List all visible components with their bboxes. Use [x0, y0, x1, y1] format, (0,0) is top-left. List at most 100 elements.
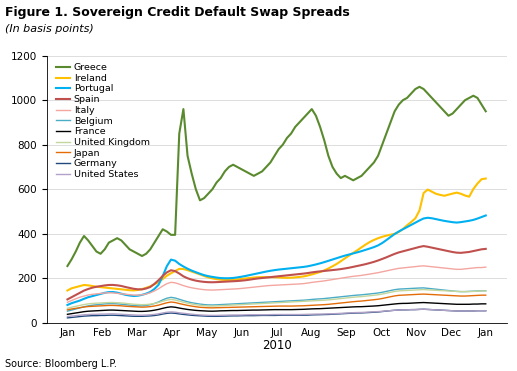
Italy [483, 265, 489, 269]
Japan [391, 294, 398, 298]
United Kingdom [143, 302, 149, 307]
Portugal [64, 303, 70, 307]
Belgium [143, 303, 149, 308]
Belgium [358, 293, 364, 297]
Germany [143, 314, 149, 318]
Text: (In basis points): (In basis points) [5, 24, 94, 34]
Germany [391, 308, 398, 312]
Japan [429, 292, 435, 297]
United States [64, 314, 70, 319]
Germany [483, 309, 489, 313]
X-axis label: 2010: 2010 [262, 339, 292, 352]
Greece [429, 96, 435, 100]
Germany [429, 308, 435, 312]
Line: Belgium: Belgium [67, 288, 486, 311]
United Kingdom [391, 289, 398, 294]
Spain [429, 246, 435, 250]
France [429, 301, 435, 305]
Portugal [156, 283, 162, 287]
Belgium [255, 301, 261, 305]
Spain [143, 286, 149, 291]
Italy [429, 265, 435, 269]
Spain [156, 278, 162, 282]
Ireland [64, 288, 70, 293]
Legend: Greece, Ireland, Portugal, Spain, Italy, Belgium, France, United Kingdom, Japan,: Greece, Ireland, Portugal, Spain, Italy,… [56, 63, 150, 179]
Line: Italy: Italy [67, 266, 486, 302]
United States [483, 309, 489, 313]
United States [255, 312, 261, 317]
Belgium [64, 309, 70, 313]
Italy [64, 300, 70, 305]
Greece [483, 109, 489, 114]
Portugal [483, 213, 489, 218]
Text: Source: Bloomberg L.P.: Source: Bloomberg L.P. [5, 359, 117, 369]
United Kingdom [64, 306, 70, 311]
Italy [156, 286, 162, 291]
Italy [143, 292, 149, 296]
Portugal [424, 216, 431, 220]
Greece [358, 174, 364, 178]
Portugal [255, 271, 261, 276]
United States [358, 310, 364, 315]
Line: Greece: Greece [67, 87, 486, 266]
Japan [143, 305, 149, 309]
Japan [64, 308, 70, 312]
Ireland [255, 275, 261, 279]
Line: United Kingdom: United Kingdom [67, 290, 486, 308]
Line: Ireland: Ireland [67, 178, 486, 290]
Italy [391, 267, 398, 271]
Portugal [358, 249, 364, 253]
Italy [420, 264, 427, 268]
Germany [358, 311, 364, 315]
Japan [358, 299, 364, 303]
Germany [64, 316, 70, 320]
Portugal [143, 291, 149, 296]
Germany [420, 307, 427, 311]
Greece [391, 109, 398, 114]
Ireland [143, 286, 149, 290]
Portugal [391, 232, 398, 236]
France [255, 308, 261, 312]
United Kingdom [429, 288, 435, 292]
France [420, 300, 427, 305]
Belgium [429, 286, 435, 291]
United States [429, 308, 435, 312]
Spain [483, 247, 489, 251]
United States [143, 313, 149, 317]
Belgium [483, 289, 489, 293]
Greece [64, 264, 70, 268]
Japan [420, 292, 427, 296]
United Kingdom [483, 289, 489, 293]
Greece [143, 252, 149, 256]
Spain [420, 244, 427, 248]
Spain [391, 252, 398, 256]
Japan [255, 304, 261, 309]
Italy [255, 285, 261, 289]
United Kingdom [358, 294, 364, 299]
Text: Figure 1. Sovereign Credit Default Swap Spreads: Figure 1. Sovereign Credit Default Swap … [5, 6, 350, 19]
Belgium [420, 286, 427, 290]
Ireland [483, 176, 489, 181]
Italy [358, 273, 364, 278]
Greece [416, 85, 422, 89]
Line: Spain: Spain [67, 246, 486, 299]
Spain [358, 263, 364, 267]
France [358, 305, 364, 309]
United States [156, 312, 162, 316]
Line: Portugal: Portugal [67, 216, 486, 305]
Line: United States: United States [67, 309, 486, 316]
United States [420, 307, 427, 311]
Ireland [358, 245, 364, 250]
Belgium [156, 300, 162, 304]
France [391, 302, 398, 306]
Greece [156, 234, 162, 238]
United States [391, 308, 398, 312]
France [483, 302, 489, 306]
France [156, 307, 162, 312]
France [143, 309, 149, 313]
Line: Germany: Germany [67, 309, 486, 318]
United Kingdom [420, 288, 427, 292]
Germany [156, 313, 162, 317]
Belgium [391, 288, 398, 292]
Line: France: France [67, 302, 486, 314]
